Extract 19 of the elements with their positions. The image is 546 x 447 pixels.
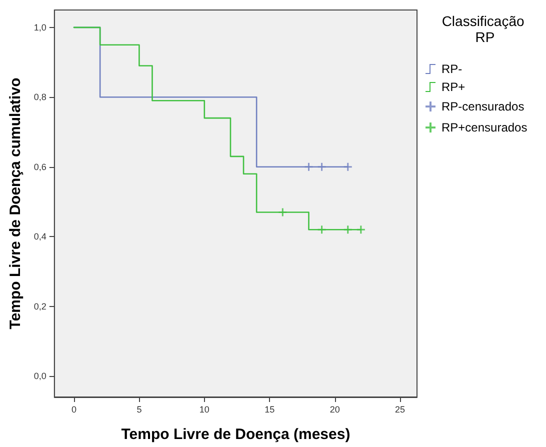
x-tick-label: 20: [330, 404, 340, 414]
x-tick-label: 25: [395, 404, 406, 414]
x-tick-label: 0: [71, 404, 76, 414]
legend-title: Classificação RP: [442, 13, 528, 45]
y-tick-label: 0,8: [34, 92, 46, 102]
y-tick-label: 0,0: [34, 371, 46, 382]
legend-label: RP+censurados: [442, 120, 528, 134]
x-tick-label: 5: [136, 404, 142, 414]
y-tick-label: 0,6: [34, 162, 46, 172]
y-axis-title: Tempo Livre de Doença cumulativo: [7, 78, 24, 330]
legend-label: RP-censurados: [442, 100, 524, 114]
x-tick-label: 15: [264, 404, 275, 414]
legend-label: RP-: [442, 62, 462, 76]
x-tick-label: 10: [199, 404, 210, 414]
y-tick-label: 0,2: [34, 301, 46, 312]
y-tick-label: 0,4: [34, 232, 46, 242]
legend-label: RP+: [442, 80, 466, 94]
x-axis-title: Tempo Livre de Doença (meses): [121, 426, 350, 443]
y-tick-label: 1,0: [34, 22, 46, 32]
